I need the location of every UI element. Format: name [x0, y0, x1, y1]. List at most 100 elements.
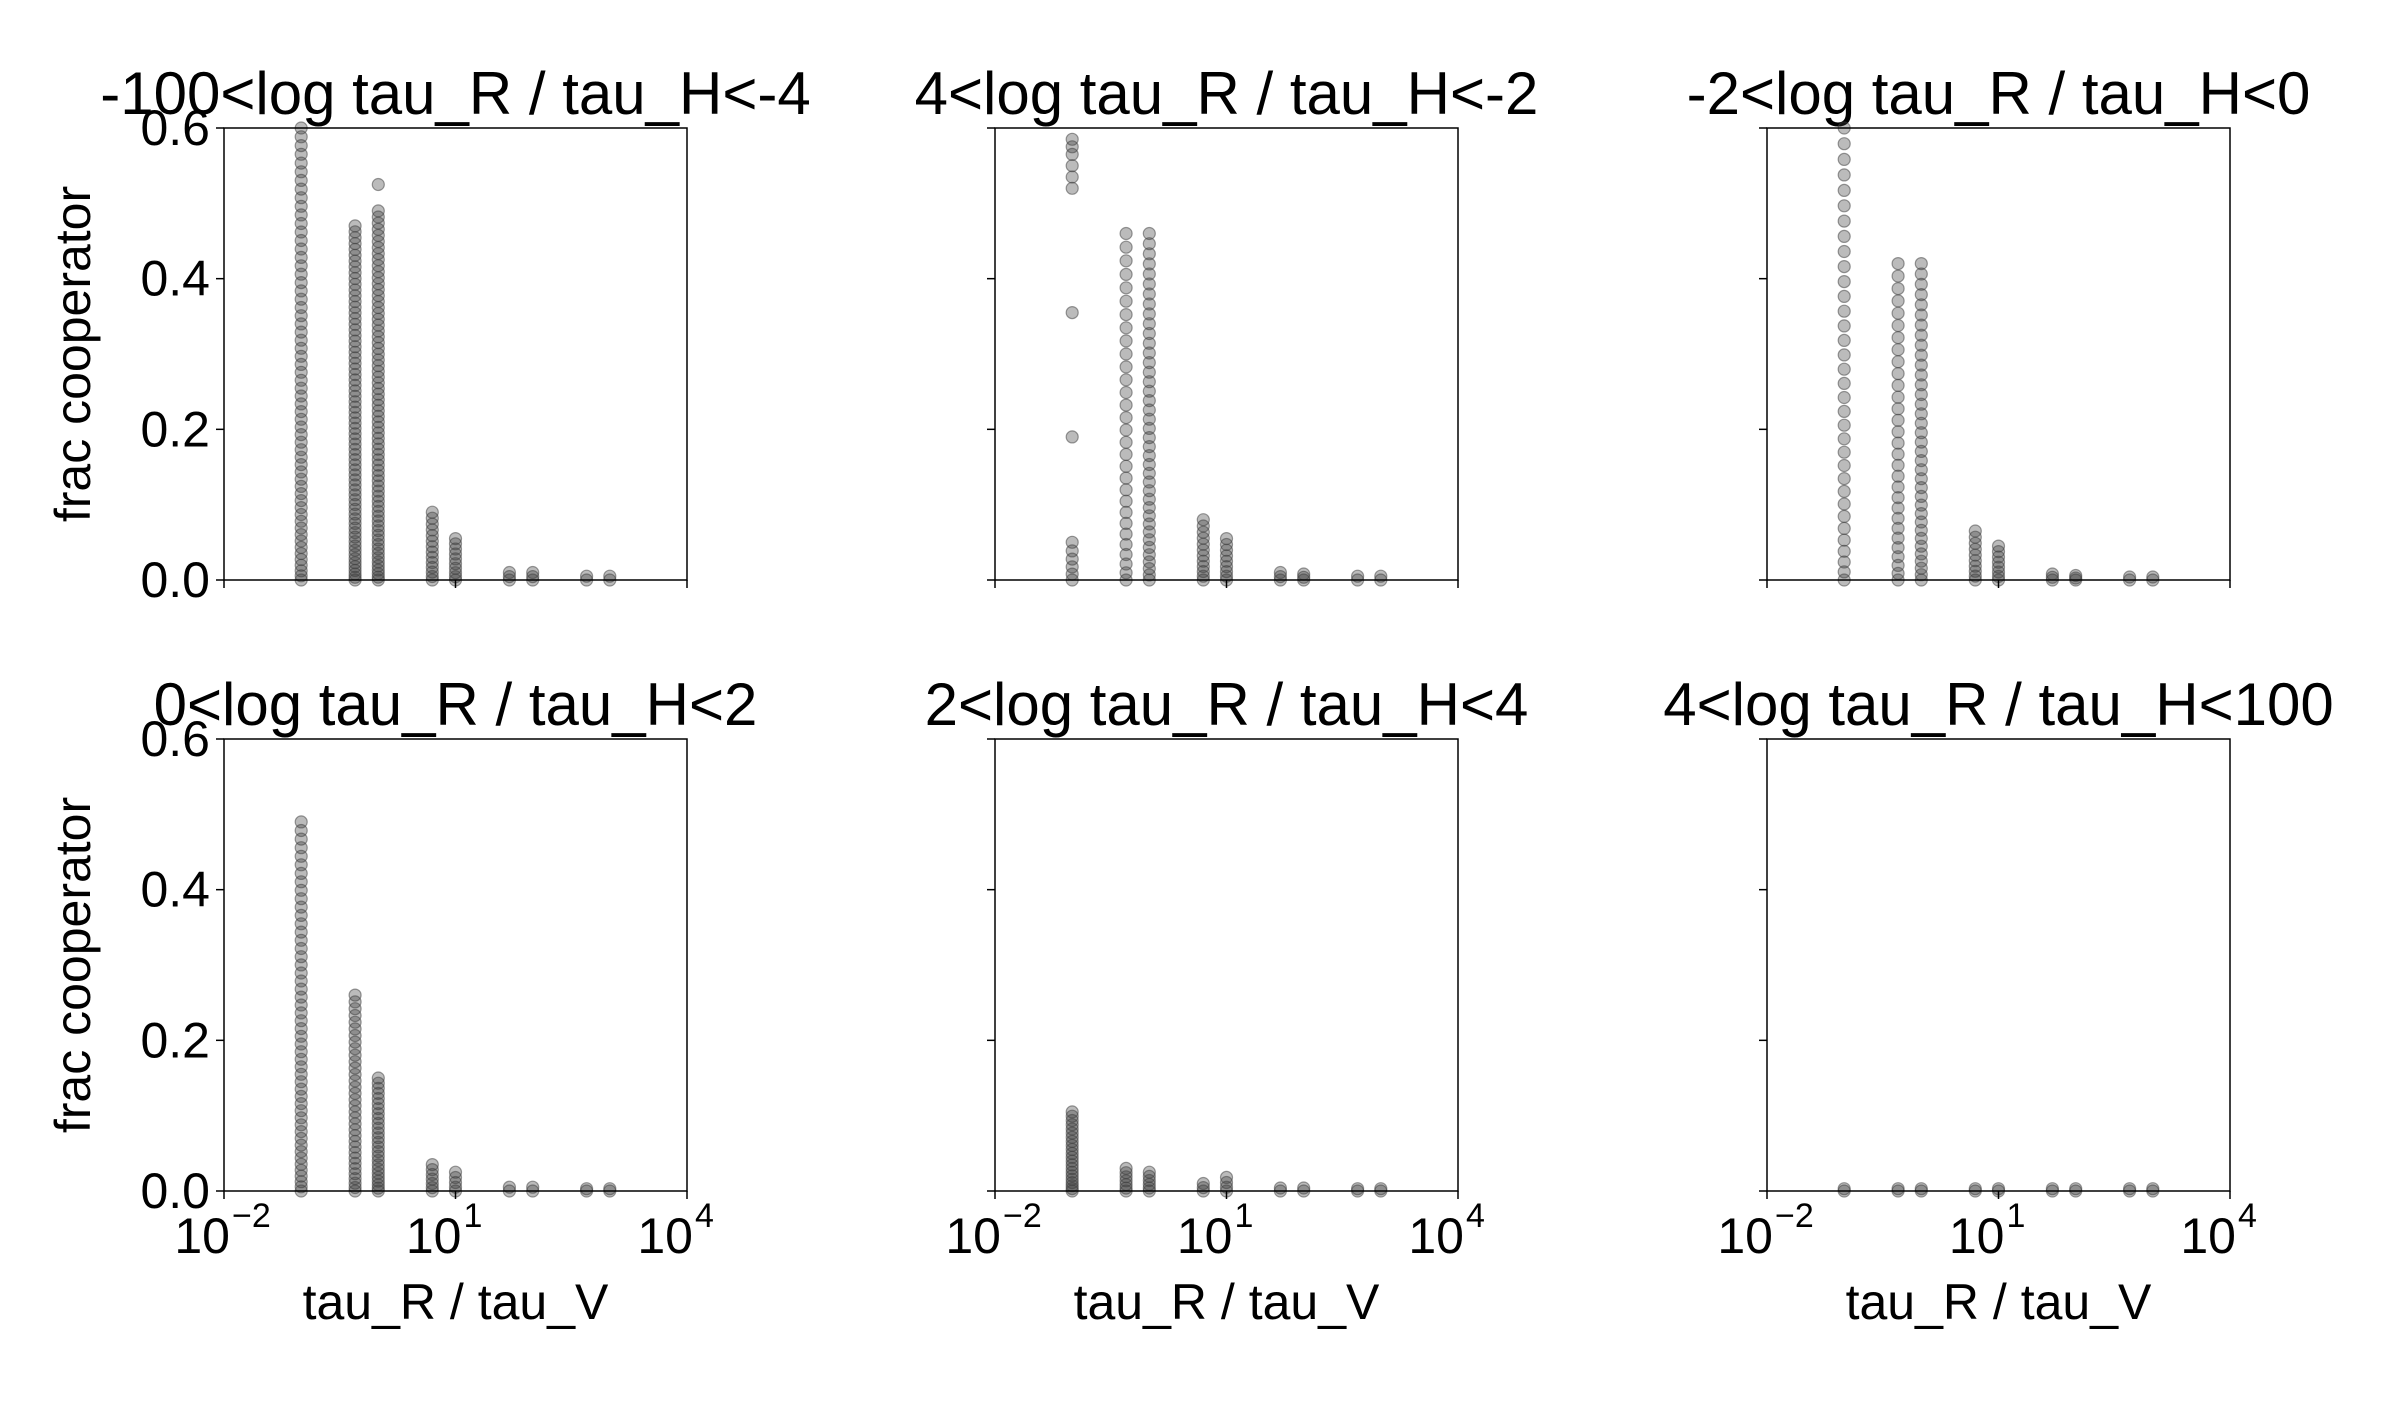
scatter-point	[1065, 159, 1079, 173]
scatter-point	[425, 1162, 439, 1177]
scatter-point	[1891, 378, 1905, 392]
scatter-point	[294, 1118, 308, 1132]
x-axis-label: tau_R / tau_V	[1074, 1274, 1380, 1330]
x-tick-base: 10	[945, 1208, 1001, 1264]
scatter-point	[448, 552, 463, 566]
scatter-point	[1065, 1161, 1079, 1176]
scatter-point	[348, 1008, 362, 1023]
scatter-point	[1891, 521, 1905, 535]
scatter-point	[348, 405, 362, 419]
scatter-point	[1119, 547, 1133, 562]
scatter-point	[1142, 1169, 1156, 1184]
x-tick-label: 10	[1949, 1208, 2005, 1264]
scatter-point	[1219, 559, 1234, 574]
subplot-title: 4<log tau_R / tau_H<100	[1663, 671, 2334, 738]
scatter-point	[294, 1067, 308, 1081]
x-tick-exponent: 4	[695, 1197, 714, 1235]
x-tick-base: 10	[637, 1208, 693, 1264]
scatter-point	[1196, 513, 1210, 527]
scatter-point	[371, 523, 385, 538]
scatter-point	[448, 547, 463, 561]
scatter-point	[1914, 416, 1928, 430]
scatter-point	[1196, 569, 1210, 583]
scatter-point	[448, 561, 463, 575]
scatter-point	[1142, 421, 1156, 435]
y-tick-label: 0.0	[140, 552, 210, 608]
scatter-point	[1991, 560, 2006, 574]
scatter-point	[1914, 308, 1928, 322]
scatter-point	[1065, 1165, 1079, 1179]
scatter-point	[371, 484, 385, 498]
scatter-point	[1914, 397, 1928, 411]
scatter-point	[348, 534, 362, 549]
scatter-point	[1891, 501, 1905, 515]
scatter-point	[294, 1089, 308, 1104]
scatter-point	[1891, 390, 1905, 404]
scatter-point	[1119, 334, 1133, 348]
scatter-point	[1891, 491, 1905, 505]
scatter-point	[1273, 565, 1288, 580]
scatter-point	[1142, 247, 1156, 261]
scatter-point	[294, 1138, 308, 1152]
subplot-4: 0<log tau_R / tau_H<20.00.20.40.610 −2 10 1…	[45, 671, 757, 1330]
scatter-point	[1119, 373, 1133, 387]
x-tick-label: 10	[174, 1208, 230, 1264]
scatter-point	[371, 1086, 385, 1101]
y-tick-label: 0.2	[140, 401, 210, 457]
scatter-point	[1119, 1166, 1133, 1180]
x-tick-label: 10	[406, 1208, 462, 1264]
x-tick-base: 10	[1408, 1208, 1464, 1264]
scatter-point	[371, 474, 385, 488]
scatter-point	[2146, 570, 2160, 584]
scatter-point	[1142, 267, 1156, 281]
scatter-point	[348, 521, 362, 535]
scatter-point	[1219, 564, 1234, 579]
scatter-point	[1891, 331, 1905, 345]
scatter-point	[1119, 385, 1133, 400]
scatter-point	[1837, 229, 1851, 243]
scatter-point	[1065, 132, 1079, 146]
subplot-title: 0<log tau_R / tau_H<2	[154, 671, 758, 738]
scatter-point	[1065, 1105, 1079, 1119]
scatter-point	[371, 537, 385, 552]
x-tick-label: 10	[945, 1208, 1001, 1264]
scatter-point	[1837, 521, 1851, 536]
subplot-2: 4<log tau_R / tau_H<-2	[915, 60, 1538, 588]
scatter-point	[1837, 348, 1851, 362]
scatter-point	[348, 988, 362, 1002]
scatter-point	[1350, 569, 1365, 583]
scatter-points	[294, 121, 617, 587]
scatter-point	[1837, 458, 1851, 473]
x-tick-exponent: −2	[232, 1197, 271, 1235]
subplot-1: -100<log tau_R / tau_H<-4 0.0 0.2 0.4 0.6 fra…	[45, 60, 811, 608]
scatter-point	[1142, 412, 1156, 426]
scatter-point	[1065, 1175, 1079, 1190]
scatter-point	[1119, 494, 1133, 508]
scatter-point	[348, 463, 362, 477]
scatter-point	[1142, 326, 1156, 341]
scatter-point	[1119, 347, 1133, 361]
scatter-point	[371, 1140, 385, 1154]
scatter-point	[371, 528, 385, 542]
scatter-point	[2123, 570, 2137, 584]
scatter-point	[371, 479, 385, 493]
scatter-point	[294, 501, 308, 515]
scatter-point	[1837, 555, 1851, 569]
axes-frame	[223, 127, 688, 581]
x-tick-exponent: 4	[1466, 1197, 1485, 1235]
scatter-point	[1891, 550, 1905, 564]
scatter-point	[348, 1176, 362, 1190]
scatter-point	[502, 1180, 516, 1194]
scatter-point	[1837, 484, 1851, 498]
scatter-point	[348, 427, 362, 441]
scatter-point	[348, 442, 362, 456]
scatter-point	[1914, 358, 1928, 372]
scatter-point	[1119, 435, 1133, 449]
x-tick-base: 10	[1717, 1208, 1773, 1264]
scatter-point	[371, 1121, 385, 1135]
scatter-point	[348, 219, 362, 233]
scatter-point	[371, 494, 385, 508]
scatter-point	[348, 1002, 362, 1016]
